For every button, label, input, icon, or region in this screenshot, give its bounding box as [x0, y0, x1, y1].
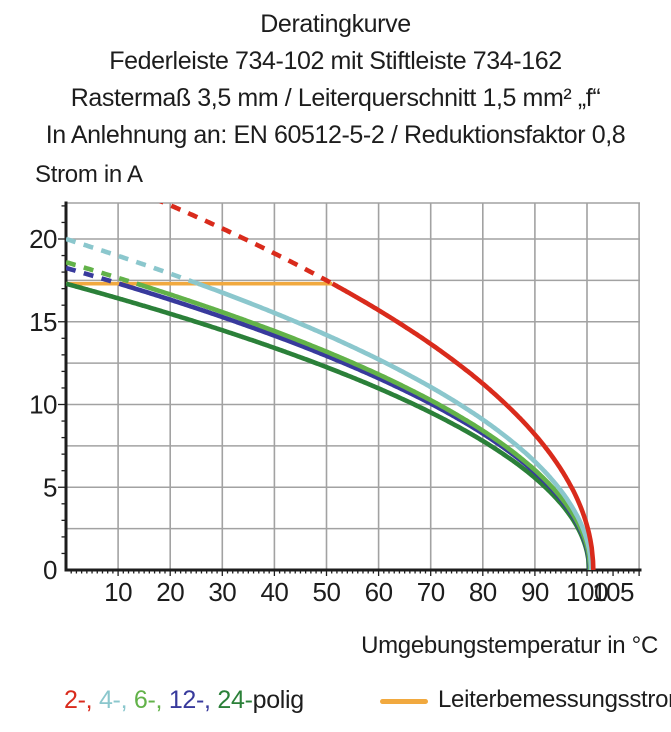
axis-ticks — [58, 205, 640, 576]
x-tick-label: 100 — [566, 577, 608, 607]
curve-12-polig — [66, 265, 592, 570]
x-axis-title: Umgebungstemperatur in °C — [361, 632, 658, 659]
legend-token: 4-, — [98, 686, 128, 714]
x-tick-label: 105 — [592, 577, 634, 607]
title-line-norm: In Anlehnung an: EN 60512-5-2 / Reduktio… — [45, 121, 626, 149]
title-line-product: Federleiste 734-102 mit Stiftleiste 734-… — [109, 47, 562, 75]
y-axis-title: Strom in A — [35, 161, 143, 188]
x-tick-label: 10 — [104, 577, 132, 607]
x-tick-label: 30 — [208, 577, 236, 607]
curve-24-polig — [66, 281, 592, 570]
curve-4-polig — [66, 236, 594, 570]
rated-current-legend: Leiterbemessungsstrom — [380, 686, 671, 714]
legend-token: polig — [252, 686, 305, 714]
y-tick-label: 20 — [29, 224, 57, 254]
legend-token: 24- — [217, 686, 253, 714]
gridlines — [66, 202, 640, 570]
x-tick-label: 70 — [417, 577, 445, 607]
poles-legend: 2-, 4-, 6-, 12-, 24-polig — [64, 686, 304, 715]
legend-token: 2-, — [64, 686, 93, 714]
title-block: Deratingkurve Federleiste 734-102 mit St… — [0, 6, 671, 154]
x-tick-label: 20 — [156, 577, 184, 607]
y-tick-label: 15 — [29, 307, 57, 337]
legend-token: 12-, — [168, 686, 211, 714]
legend-token: 6-, — [133, 686, 163, 714]
y-tick-label: 0 — [43, 555, 57, 585]
x-tick-label: 60 — [365, 577, 393, 607]
rated-current-label: Leiterbemessungsstrom — [438, 686, 671, 713]
x-tick-label: 90 — [521, 577, 549, 607]
axes — [64, 201, 642, 572]
y-tick-labels: 0 5 10 15 20 — [29, 224, 57, 585]
y-tick-label: 10 — [29, 390, 57, 420]
page-title: Deratingkurve — [260, 10, 411, 38]
rated-current-swatch — [380, 698, 428, 704]
x-tick-label: 40 — [260, 577, 288, 607]
curve-6-polig — [66, 260, 593, 570]
title-line-raster: Rastermaß 3,5 mm / Leiterquerschnitt 1,5… — [70, 84, 601, 112]
x-tick-label: 50 — [313, 577, 341, 607]
curve-2-polig — [158, 203, 596, 570]
x-tick-label: 80 — [469, 577, 497, 607]
y-tick-label: 5 — [43, 472, 57, 502]
